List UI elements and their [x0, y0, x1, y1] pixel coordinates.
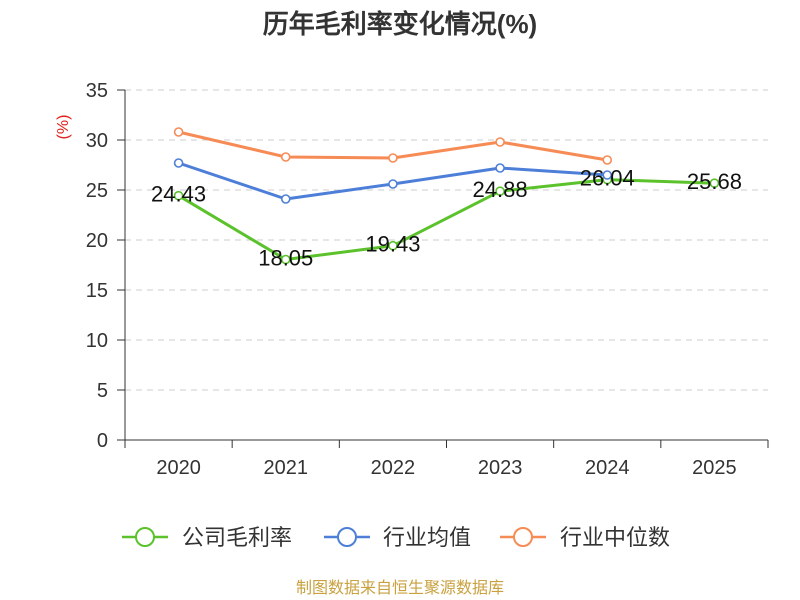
y-tick-label: 20: [86, 230, 108, 252]
data-point: [709, 178, 720, 188]
data-label: 26.04: [580, 166, 635, 191]
data-point: [495, 186, 505, 196]
y-tick-label: 30: [86, 130, 108, 152]
y-tick-label: 0: [97, 430, 108, 452]
gridlines: [125, 89, 768, 391]
series-2: [173, 158, 613, 204]
y-tick-label: 35: [86, 80, 108, 102]
data-point: [280, 194, 291, 204]
data-labels: 24.43 18.05 19.43 24.88 26.04 25.68: [151, 166, 742, 271]
legend-label: 行业中位数: [560, 525, 670, 550]
data-point: [388, 153, 398, 163]
legend-circle-icon: [337, 527, 357, 547]
data-point: [495, 163, 505, 173]
series-lines: [173, 127, 720, 265]
data-label: 24.88: [473, 177, 528, 202]
data-point: [602, 170, 613, 180]
legend-label: 公司毛利率: [182, 525, 292, 550]
x-tick-label: 2022: [371, 457, 416, 479]
data-point: [173, 158, 184, 168]
data-point: [388, 179, 398, 189]
source-footer: 制图数据来自恒生聚源数据库: [296, 579, 504, 597]
x-tick-label: 2021: [264, 457, 309, 479]
data-point: [173, 127, 184, 137]
data-label: 19.43: [365, 232, 420, 257]
data-point: [280, 152, 291, 162]
legend-label: 行业均值: [383, 525, 471, 550]
series-3: [173, 127, 613, 165]
x-tick-label: 2024: [585, 457, 630, 479]
legend-circle-icon: [513, 527, 533, 547]
data-point: [495, 137, 505, 147]
y-tick-label: 15: [86, 280, 108, 302]
data-point: [388, 240, 398, 251]
y-tick-label: 25: [86, 180, 108, 202]
legend-item: 行业均值: [324, 525, 471, 550]
data-label: 25.68: [687, 169, 742, 194]
y-tick-label: 5: [97, 380, 108, 402]
data-point: [280, 254, 291, 265]
x-tick-label: 2020: [156, 457, 201, 479]
data-point: [173, 190, 184, 201]
x-tick-label: 2023: [478, 457, 523, 479]
data-label: 18.05: [258, 246, 313, 271]
y-tick-label: 10: [86, 330, 108, 352]
x-tick-label: 2025: [692, 457, 737, 479]
data-point: [602, 155, 613, 165]
y-axis-label: (%): [55, 115, 72, 140]
legend: 公司毛利率 行业均值 行业中位数: [122, 525, 670, 550]
chart-title: 历年毛利率变化情况(%): [263, 9, 537, 39]
series-line: [177, 178, 716, 261]
legend-circle-icon: [135, 527, 155, 547]
legend-item: 公司毛利率: [122, 525, 292, 550]
data-label: 24.43: [151, 182, 206, 207]
series-1: [173, 174, 720, 265]
legend-item: 行业中位数: [500, 525, 670, 550]
